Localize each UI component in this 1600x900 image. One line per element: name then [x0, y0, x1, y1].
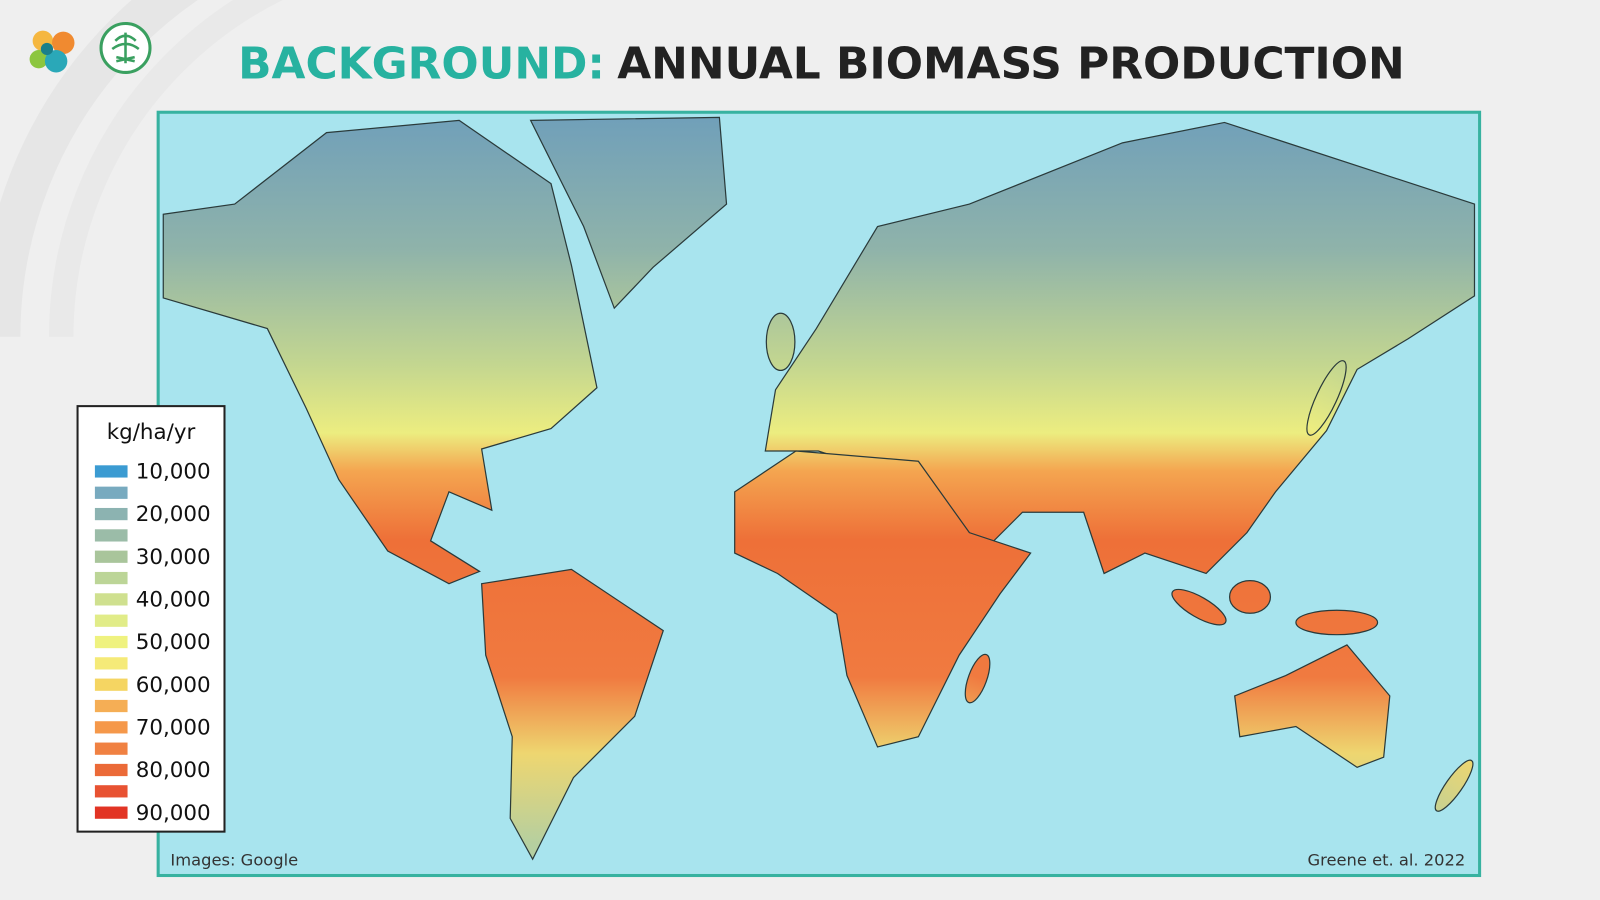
legend-label: 30,000 [136, 545, 211, 570]
legend-swatch [94, 465, 128, 478]
legend-swatch [94, 486, 128, 499]
map [156, 110, 1482, 878]
decor-arc [48, 0, 283, 337]
madagascar [964, 653, 991, 704]
greenland [529, 116, 728, 310]
legend-swatch [94, 507, 128, 521]
logo-dot [40, 42, 54, 56]
legend-swatch [94, 763, 128, 777]
legend-swatch [94, 721, 128, 734]
legend-swatch [94, 678, 128, 691]
credit-left: Images: Google [170, 850, 298, 869]
legend-label: 60,000 [136, 673, 211, 698]
legend-label: 80,000 [136, 758, 211, 783]
island [1306, 360, 1347, 436]
legend-swatch [94, 571, 128, 585]
legend-swatch [94, 635, 128, 649]
legend-label: 70,000 [136, 715, 211, 740]
island [1228, 580, 1272, 614]
australia [1234, 644, 1391, 769]
legend-label: 20,000 [136, 502, 211, 527]
africa [734, 450, 1032, 748]
logo-dot [44, 50, 68, 73]
legend-label: 10,000 [136, 460, 211, 485]
legend-swatch [94, 806, 128, 819]
logo-palm [111, 32, 140, 64]
legend-label: 50,000 [136, 630, 211, 655]
title-lead: BACKGROUND: [238, 39, 605, 90]
south-america [480, 568, 664, 861]
legend-label: 40,000 [136, 588, 211, 613]
legend-swatch [94, 550, 128, 563]
island [1434, 759, 1474, 812]
legend-swatch [94, 614, 128, 627]
legend-swatch [94, 593, 128, 606]
island [1171, 588, 1227, 626]
logos [29, 21, 152, 74]
logo-dot [52, 31, 75, 55]
legend: kg/ha/yr 10,000 20,000 30,000 40,000 50,000 6… [76, 405, 226, 833]
legend-swatch [94, 529, 128, 542]
credit-right: Greene et. al. 2022 [1307, 850, 1465, 869]
north-america [162, 119, 598, 585]
legend-swatch [94, 742, 128, 755]
legend-title: kg/ha/yr [107, 420, 196, 445]
island [1295, 609, 1379, 636]
legend-label: 90,000 [136, 801, 211, 826]
legend-swatch [94, 657, 128, 670]
logo-dot [29, 50, 48, 69]
island [765, 312, 796, 372]
legend-swatch [94, 785, 128, 798]
title-rest: ANNUAL BIOMASS PRODUCTION [617, 39, 1405, 90]
slide-title: BACKGROUND: ANNUAL BIOMASS PRODUCTION [238, 39, 1405, 90]
legend-swatch [94, 699, 128, 713]
